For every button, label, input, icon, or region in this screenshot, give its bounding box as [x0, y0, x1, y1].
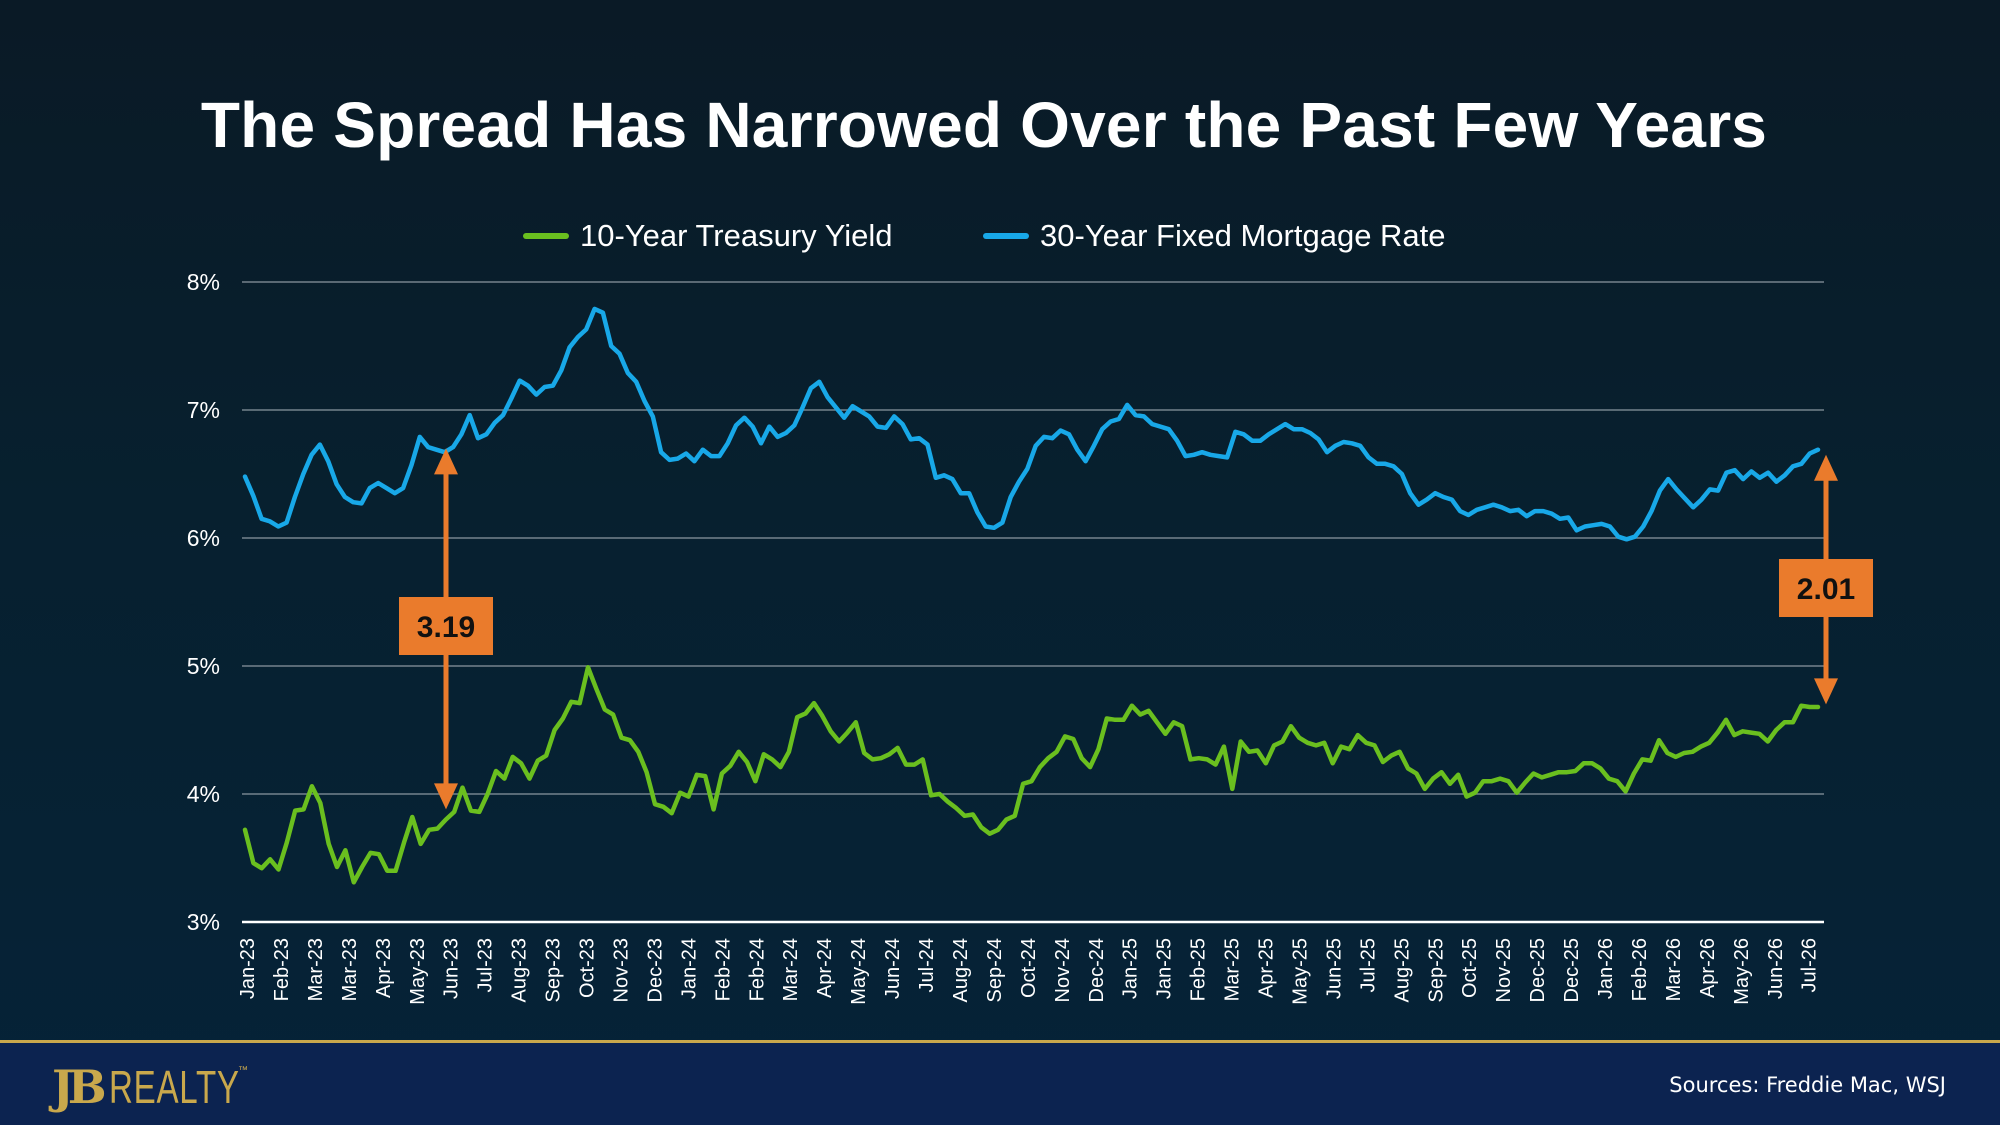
- x-tick-label: Jun-24: [882, 938, 904, 999]
- x-tick-label: Aug-24: [950, 938, 972, 1003]
- x-tick-label: Jul-23: [475, 938, 497, 992]
- spread-label: 3.19: [417, 611, 475, 644]
- x-tick-label: Feb-24: [746, 938, 768, 1001]
- grid-lines: [242, 281, 1824, 924]
- x-tick-label: Nov-25: [1493, 938, 1515, 1002]
- x-tick-label: Dec-25: [1561, 938, 1583, 1002]
- x-tick-label: Sep-23: [543, 938, 565, 1003]
- x-tick-label: Dec-24: [1086, 938, 1108, 1002]
- legend-label: 10-Year Treasury Yield: [580, 218, 892, 253]
- x-tick-label: May-24: [848, 938, 870, 1005]
- x-tick-label: Jun-26: [1765, 938, 1787, 999]
- x-tick-label: Aug-23: [509, 938, 531, 1003]
- line-chart: 3% 4% 5% 6% 7% 8% Jan-23 Feb-23 Mar-23 Mar-23 Apr…: [187, 218, 1873, 1005]
- logo-text: REALTY: [108, 1061, 240, 1113]
- spread-label-box: [399, 597, 493, 655]
- x-tick-label: Mar-23: [339, 938, 361, 1001]
- x-tick-label: Aug-25: [1391, 938, 1413, 1003]
- x-tick-label: Jan-23: [237, 938, 259, 999]
- x-tick-label: Dec-25: [1527, 938, 1549, 1002]
- y-tick-label: 3%: [187, 909, 220, 935]
- series-lines: [242, 306, 1821, 885]
- legend-item: 30-Year Fixed Mortgage Rate: [983, 218, 1446, 253]
- legend-label: 30-Year Fixed Mortgage Rate: [1040, 218, 1446, 253]
- x-tick-label: May-25: [1289, 938, 1311, 1005]
- legend: 10-Year Treasury Yield 30-Year Fixed Mort…: [523, 218, 1446, 253]
- arrow-head-down: [434, 783, 458, 810]
- x-tick-label: May-26: [1731, 938, 1753, 1005]
- y-tick-label: 7%: [187, 397, 220, 423]
- x-tick-label: Apr-24: [814, 938, 836, 998]
- x-tick-label: Mar-25: [1222, 938, 1244, 1001]
- x-tick-label: Apr-23: [373, 938, 395, 998]
- y-axis-ticks: 3% 4% 5% 6% 7% 8%: [187, 269, 220, 935]
- company-logo: JB REALTY ™: [52, 1060, 290, 1114]
- x-tick-label: Oct-24: [1018, 938, 1040, 998]
- x-tick-label: Sep-25: [1425, 938, 1447, 1003]
- mortgage-rate-line: [242, 306, 1821, 542]
- x-tick-label: Feb-25: [1188, 938, 1210, 1001]
- sources-note: Sources: Freddie Mac, WSJ: [1669, 1073, 1946, 1097]
- y-tick-label: 5%: [187, 653, 220, 679]
- spread-annotations: 3.19 2.01: [399, 448, 1873, 810]
- x-tick-label: May-23: [407, 938, 429, 1005]
- x-tick-label: Nov-24: [1052, 938, 1074, 1002]
- arrow-head-up: [434, 448, 458, 475]
- x-tick-label: Jan-25: [1154, 938, 1176, 999]
- x-tick-label: Feb-23: [271, 938, 293, 1001]
- treasury-yield-line: [242, 665, 1821, 885]
- arrow-head-up: [1814, 454, 1838, 481]
- x-axis-ticks: Jan-23 Feb-23 Mar-23 Mar-23 Apr-23 May-23 Jun-…: [237, 938, 1821, 1005]
- x-tick-label: Oct-23: [577, 938, 599, 998]
- spread-label: 2.01: [1797, 573, 1855, 606]
- x-tick-label: Jul-26: [1799, 938, 1821, 992]
- x-tick-label: Jan-25: [1120, 938, 1142, 999]
- legend-item: 10-Year Treasury Yield: [523, 218, 892, 253]
- logo-trademark: ™: [238, 1065, 248, 1076]
- x-tick-label: Feb-26: [1629, 938, 1651, 1001]
- spread-arrow-2-01: 2.01: [1779, 454, 1873, 705]
- logo-mark: JB: [52, 1060, 107, 1114]
- x-tick-label: Jun-23: [441, 938, 463, 999]
- x-tick-label: Oct-25: [1459, 938, 1481, 998]
- y-tick-label: 8%: [187, 269, 220, 295]
- x-tick-label: Mar-24: [780, 938, 802, 1001]
- footer-bar: JB REALTY ™ Sources: Freddie Mac, WSJ: [0, 1040, 2000, 1125]
- spread-arrow-3-19: 3.19: [399, 448, 493, 810]
- x-tick-label: Jul-24: [916, 938, 938, 992]
- y-tick-label: 4%: [187, 781, 220, 807]
- x-tick-label: Apr-25: [1256, 938, 1278, 998]
- x-tick-label: Dec-23: [644, 938, 666, 1002]
- x-tick-label: Mar-23: [305, 938, 327, 1001]
- x-tick-label: Nov-23: [610, 938, 632, 1002]
- x-tick-label: Mar-26: [1663, 938, 1685, 1001]
- spread-label-box: [1779, 559, 1873, 617]
- y-tick-label: 6%: [187, 525, 220, 551]
- x-tick-label: Feb-24: [712, 938, 734, 1001]
- x-tick-label: Jan-24: [678, 938, 700, 999]
- x-tick-label: Jan-26: [1595, 938, 1617, 999]
- x-tick-label: Jul-25: [1357, 938, 1379, 992]
- x-tick-label: Apr-26: [1697, 938, 1719, 998]
- x-tick-label: Sep-24: [984, 938, 1006, 1003]
- chart-title: The Spread Has Narrowed Over the Past Fe…: [200, 89, 1768, 161]
- arrow-head-down: [1814, 678, 1838, 705]
- x-tick-label: Jun-25: [1323, 938, 1345, 999]
